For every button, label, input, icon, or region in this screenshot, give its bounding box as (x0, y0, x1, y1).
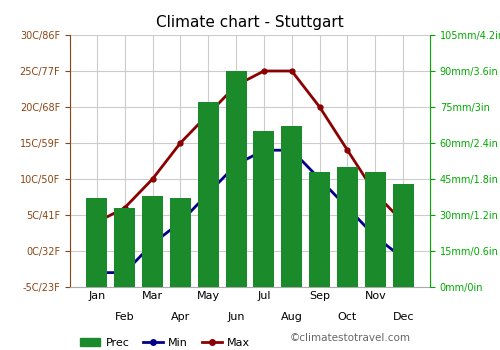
Text: ©climatestotravel.com: ©climatestotravel.com (290, 333, 411, 343)
Bar (170, 198, 191, 287)
Text: Feb: Feb (115, 312, 134, 322)
Bar (337, 167, 358, 287)
Text: Dec: Dec (392, 312, 414, 322)
Bar (226, 71, 246, 287)
Title: Climate chart - Stuttgart: Climate chart - Stuttgart (156, 15, 344, 30)
Legend: Prec, Min, Max: Prec, Min, Max (76, 333, 254, 350)
Bar (254, 131, 274, 287)
Bar (114, 208, 135, 287)
Bar (142, 196, 163, 287)
Text: Oct: Oct (338, 312, 357, 322)
Bar (309, 172, 330, 287)
Text: Apr: Apr (170, 312, 190, 322)
Bar (86, 198, 108, 287)
Bar (282, 126, 302, 287)
Bar (392, 184, 413, 287)
Text: Jun: Jun (228, 312, 245, 322)
Bar (365, 172, 386, 287)
Text: Aug: Aug (281, 312, 302, 322)
Bar (198, 102, 218, 287)
